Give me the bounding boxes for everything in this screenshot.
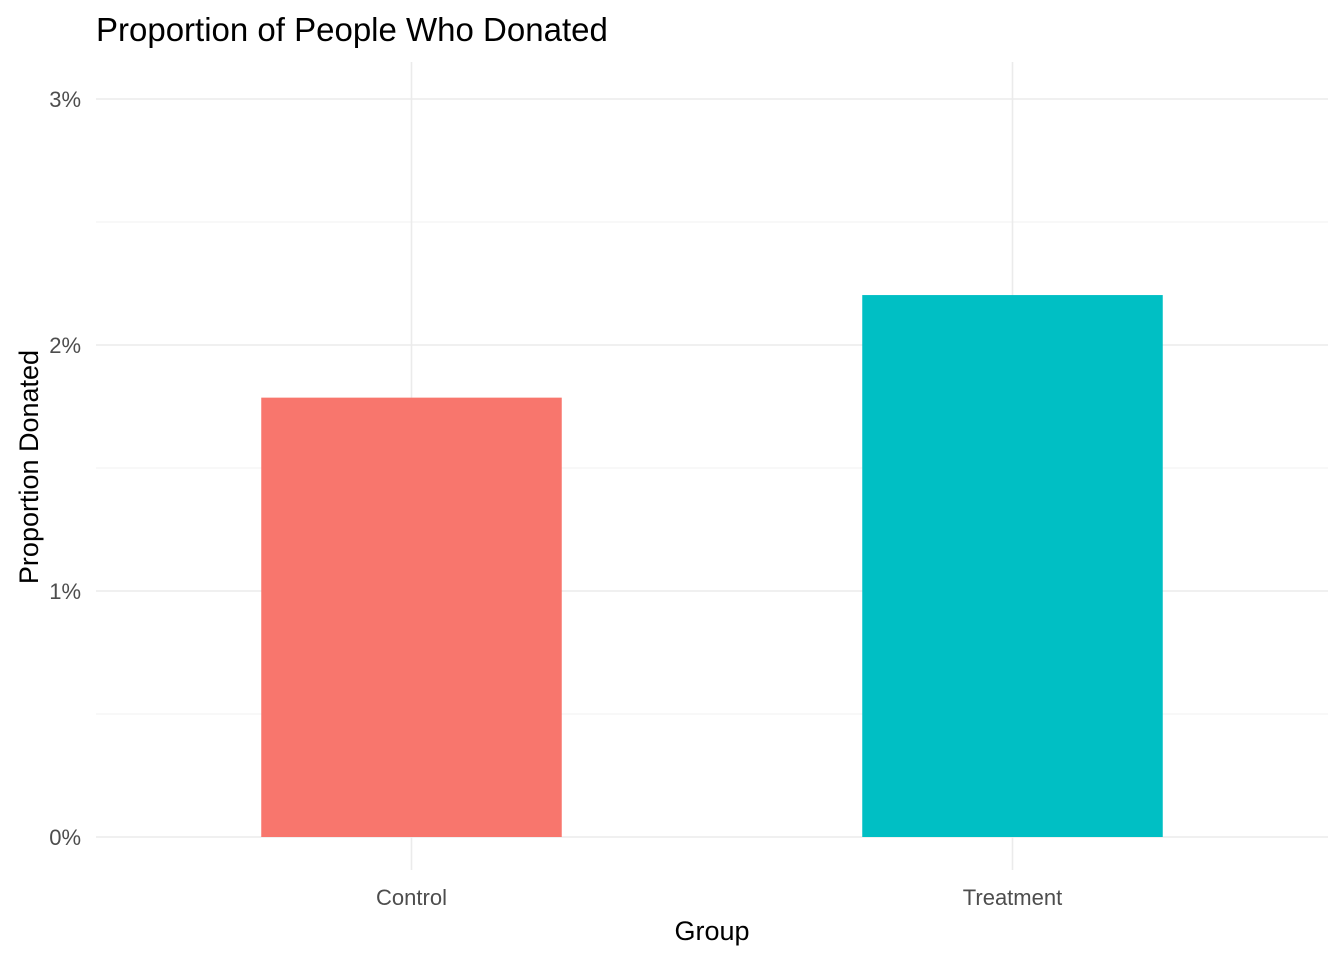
x-tick-label: Treatment: [963, 885, 1062, 910]
chart-title: Proportion of People Who Donated: [96, 11, 608, 48]
bar-treatment: [862, 295, 1163, 837]
y-tick-label: 0%: [49, 825, 81, 850]
y-tick-label: 2%: [49, 333, 81, 358]
y-tick-label: 3%: [49, 87, 81, 112]
x-tick-label: Control: [376, 885, 447, 910]
x-axis-title: Group: [674, 916, 749, 946]
bar-control: [261, 397, 562, 837]
y-axis-title: Proportion Donated: [14, 350, 44, 584]
y-tick-label: 1%: [49, 579, 81, 604]
bars: [261, 295, 1163, 837]
tick-labels: 0% 1% 2% 3% Control Treatment: [49, 87, 1062, 910]
